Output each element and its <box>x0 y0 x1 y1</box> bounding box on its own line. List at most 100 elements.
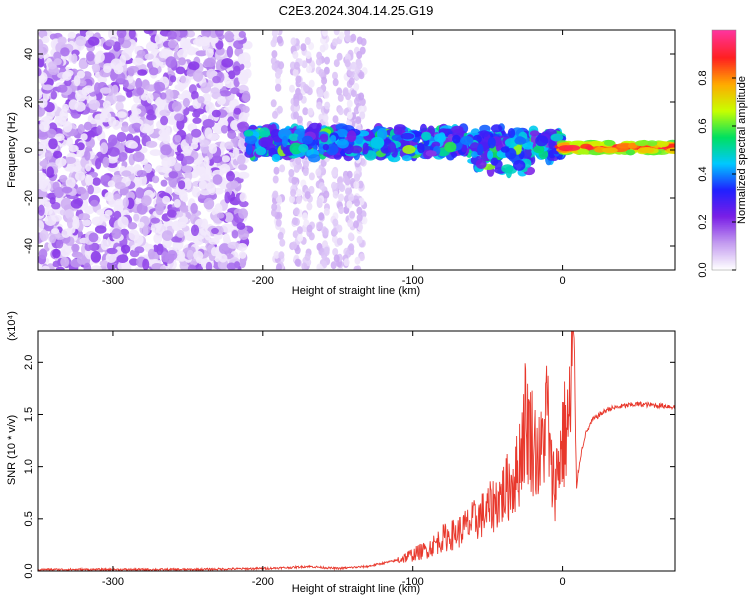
heatmap-cell <box>185 133 194 145</box>
heatmap-cell <box>501 164 514 174</box>
heatmap-cell <box>110 58 123 71</box>
heatmap-cell <box>176 229 185 238</box>
heatmap-cell <box>190 142 199 150</box>
heatmap-cell <box>201 30 212 38</box>
heatmap-cell <box>156 243 164 256</box>
heatmap-cell <box>237 53 245 65</box>
heatmap-cell <box>275 76 282 85</box>
x-tick-label: 0 <box>560 576 566 588</box>
heatmap-cell <box>48 138 58 150</box>
heatmap-cell <box>345 187 351 196</box>
heatmap-cell <box>65 208 74 220</box>
heatmap-cell <box>136 170 147 177</box>
heatmap-cell <box>139 174 147 187</box>
heatmap-cell <box>635 140 649 147</box>
spectrogram-x-ticks: -300 -200 -100 0 <box>102 30 566 287</box>
heatmap-cell <box>38 43 49 56</box>
heatmap-cell <box>78 213 91 221</box>
heatmap-cell <box>353 82 360 91</box>
heatmap-cell <box>127 222 138 230</box>
heatmap-cell <box>191 187 201 198</box>
heatmap-cell <box>270 99 277 108</box>
colorbar-strip <box>712 168 736 171</box>
snr-y-ticks: 0.0 0.5 1.0 1.5 2.0 <box>23 355 675 579</box>
colorbar-strip <box>712 78 736 81</box>
colorbar-strip <box>712 124 736 127</box>
colorbar-strip <box>712 148 736 151</box>
heatmap-cell <box>158 50 167 59</box>
heatmap-cell <box>113 210 122 220</box>
heatmap-cell <box>336 128 348 138</box>
heatmap-cell <box>625 149 636 156</box>
colorbar-strip <box>712 236 736 239</box>
heatmap-cell <box>221 155 231 163</box>
heatmap-cell <box>87 184 94 195</box>
heatmap-cell <box>61 228 71 238</box>
heatmap-cell <box>171 220 182 232</box>
heatmap-cell <box>133 213 140 222</box>
heatmap-cell <box>332 248 339 256</box>
heatmap-cell <box>275 218 282 227</box>
heatmap-cell <box>139 123 152 134</box>
heatmap-cell <box>204 127 213 139</box>
heatmap-cell <box>490 157 499 166</box>
heatmap-cell <box>359 111 366 120</box>
heatmap-cell <box>150 222 161 233</box>
heatmap-cell <box>353 220 359 229</box>
heatmap-cell <box>348 77 355 86</box>
heatmap-cell <box>65 177 76 189</box>
heatmap-cell <box>170 236 182 243</box>
heatmap-cell <box>356 51 363 59</box>
heatmap-cell <box>134 246 145 254</box>
heatmap-cell <box>336 237 343 246</box>
heatmap-cell <box>174 113 185 122</box>
heatmap-cell <box>129 115 140 124</box>
x-tick-label: -300 <box>102 275 124 287</box>
heatmap-cell <box>212 75 221 84</box>
heatmap-cell <box>204 230 211 241</box>
heatmap-cell <box>238 208 249 219</box>
heatmap-cell <box>487 150 494 160</box>
heatmap-cell <box>67 31 77 39</box>
colorbar-strip <box>712 244 736 247</box>
colorbar-strip <box>712 44 736 47</box>
heatmap-cell <box>55 157 67 167</box>
heatmap-cell <box>354 256 361 265</box>
heatmap-cell <box>68 144 79 153</box>
heatmap-cell <box>293 111 299 120</box>
heatmap-cell <box>244 130 254 137</box>
heatmap-cell <box>344 53 351 62</box>
heatmap-cell <box>353 181 360 189</box>
colorbar-strip <box>712 230 736 233</box>
colorbar: 0.0 0.2 0.4 0.6 0.8 Normalized spectral ampl… <box>697 29 748 278</box>
heatmap-cell <box>357 180 364 189</box>
heatmap-cell <box>195 50 208 57</box>
heatmap-cell <box>38 56 45 68</box>
colorbar-strip <box>712 56 736 59</box>
heatmap-cell <box>271 203 278 212</box>
heatmap-cell <box>180 37 188 49</box>
heatmap-cell <box>348 243 355 252</box>
colorbar-strip <box>712 112 736 115</box>
heatmap-cell <box>451 125 464 134</box>
heatmap-cell <box>298 143 309 153</box>
colorbar-gradient <box>711 29 737 271</box>
heatmap-cell <box>237 121 250 133</box>
heatmap-cell <box>425 150 437 157</box>
heatmap-cell <box>222 233 231 244</box>
colorbar-strip <box>712 76 736 79</box>
colorbar-strip <box>712 186 736 189</box>
heatmap-cell <box>191 90 199 100</box>
colorbar-strip <box>712 222 736 225</box>
heatmap-cell <box>158 129 169 137</box>
heatmap-cell <box>106 260 117 270</box>
heatmap-cell <box>116 254 129 263</box>
heatmap-cell <box>182 97 190 108</box>
heatmap-cell <box>211 227 219 235</box>
heatmap-cell <box>301 60 308 69</box>
x-tick-label: -100 <box>402 576 424 588</box>
heatmap-cell <box>514 136 527 145</box>
heatmap-cell <box>49 33 58 40</box>
heatmap-cell <box>452 134 461 144</box>
heatmap-cell <box>219 90 232 97</box>
